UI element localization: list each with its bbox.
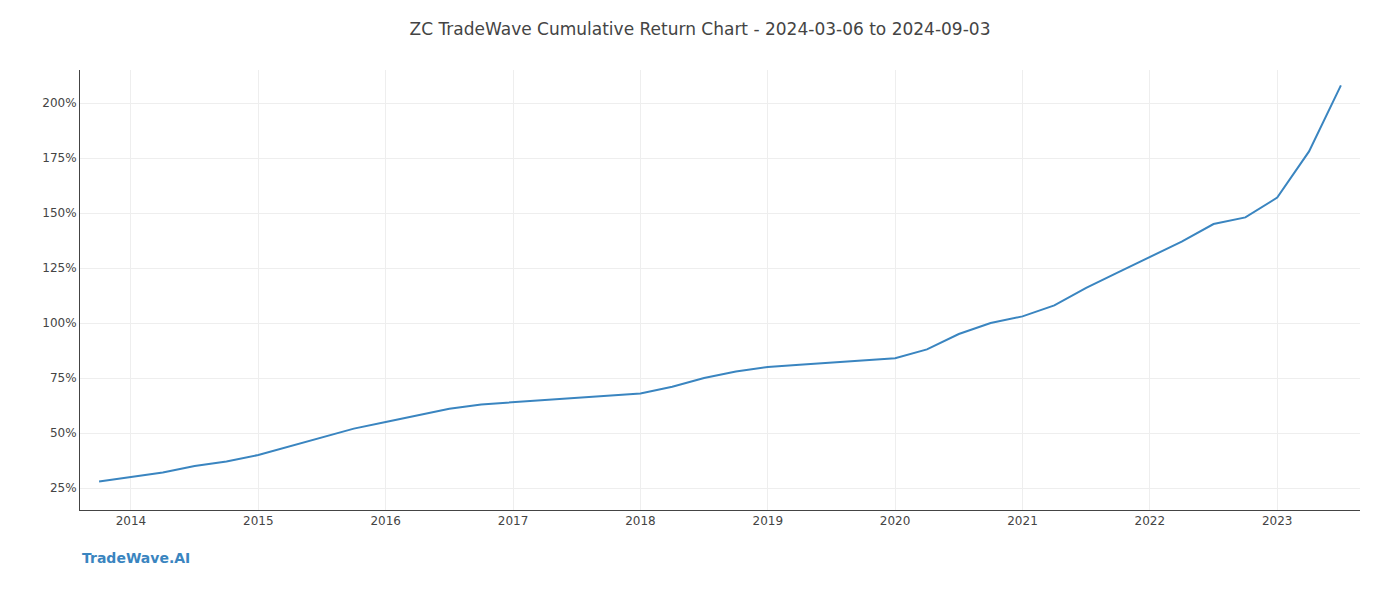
svg-text:175%: 175% <box>42 151 76 165</box>
svg-text:2014: 2014 <box>116 514 147 528</box>
svg-text:125%: 125% <box>42 261 76 275</box>
svg-text:ZC TradeWave Cumulative Return: ZC TradeWave Cumulative Return Chart - 2… <box>410 19 991 39</box>
svg-text:100%: 100% <box>42 316 76 330</box>
svg-text:2018: 2018 <box>625 514 656 528</box>
svg-text:2023: 2023 <box>1262 514 1293 528</box>
svg-text:2015: 2015 <box>243 514 274 528</box>
svg-text:2022: 2022 <box>1135 514 1166 528</box>
svg-text:25%: 25% <box>50 481 77 495</box>
svg-text:2017: 2017 <box>498 514 529 528</box>
svg-text:2019: 2019 <box>752 514 783 528</box>
svg-text:TradeWave.AI: TradeWave.AI <box>82 550 190 566</box>
svg-text:2021: 2021 <box>1007 514 1038 528</box>
svg-text:2016: 2016 <box>370 514 401 528</box>
svg-text:50%: 50% <box>50 426 77 440</box>
svg-text:2020: 2020 <box>880 514 911 528</box>
svg-text:150%: 150% <box>42 206 76 220</box>
svg-text:75%: 75% <box>50 371 77 385</box>
svg-text:200%: 200% <box>42 96 76 110</box>
